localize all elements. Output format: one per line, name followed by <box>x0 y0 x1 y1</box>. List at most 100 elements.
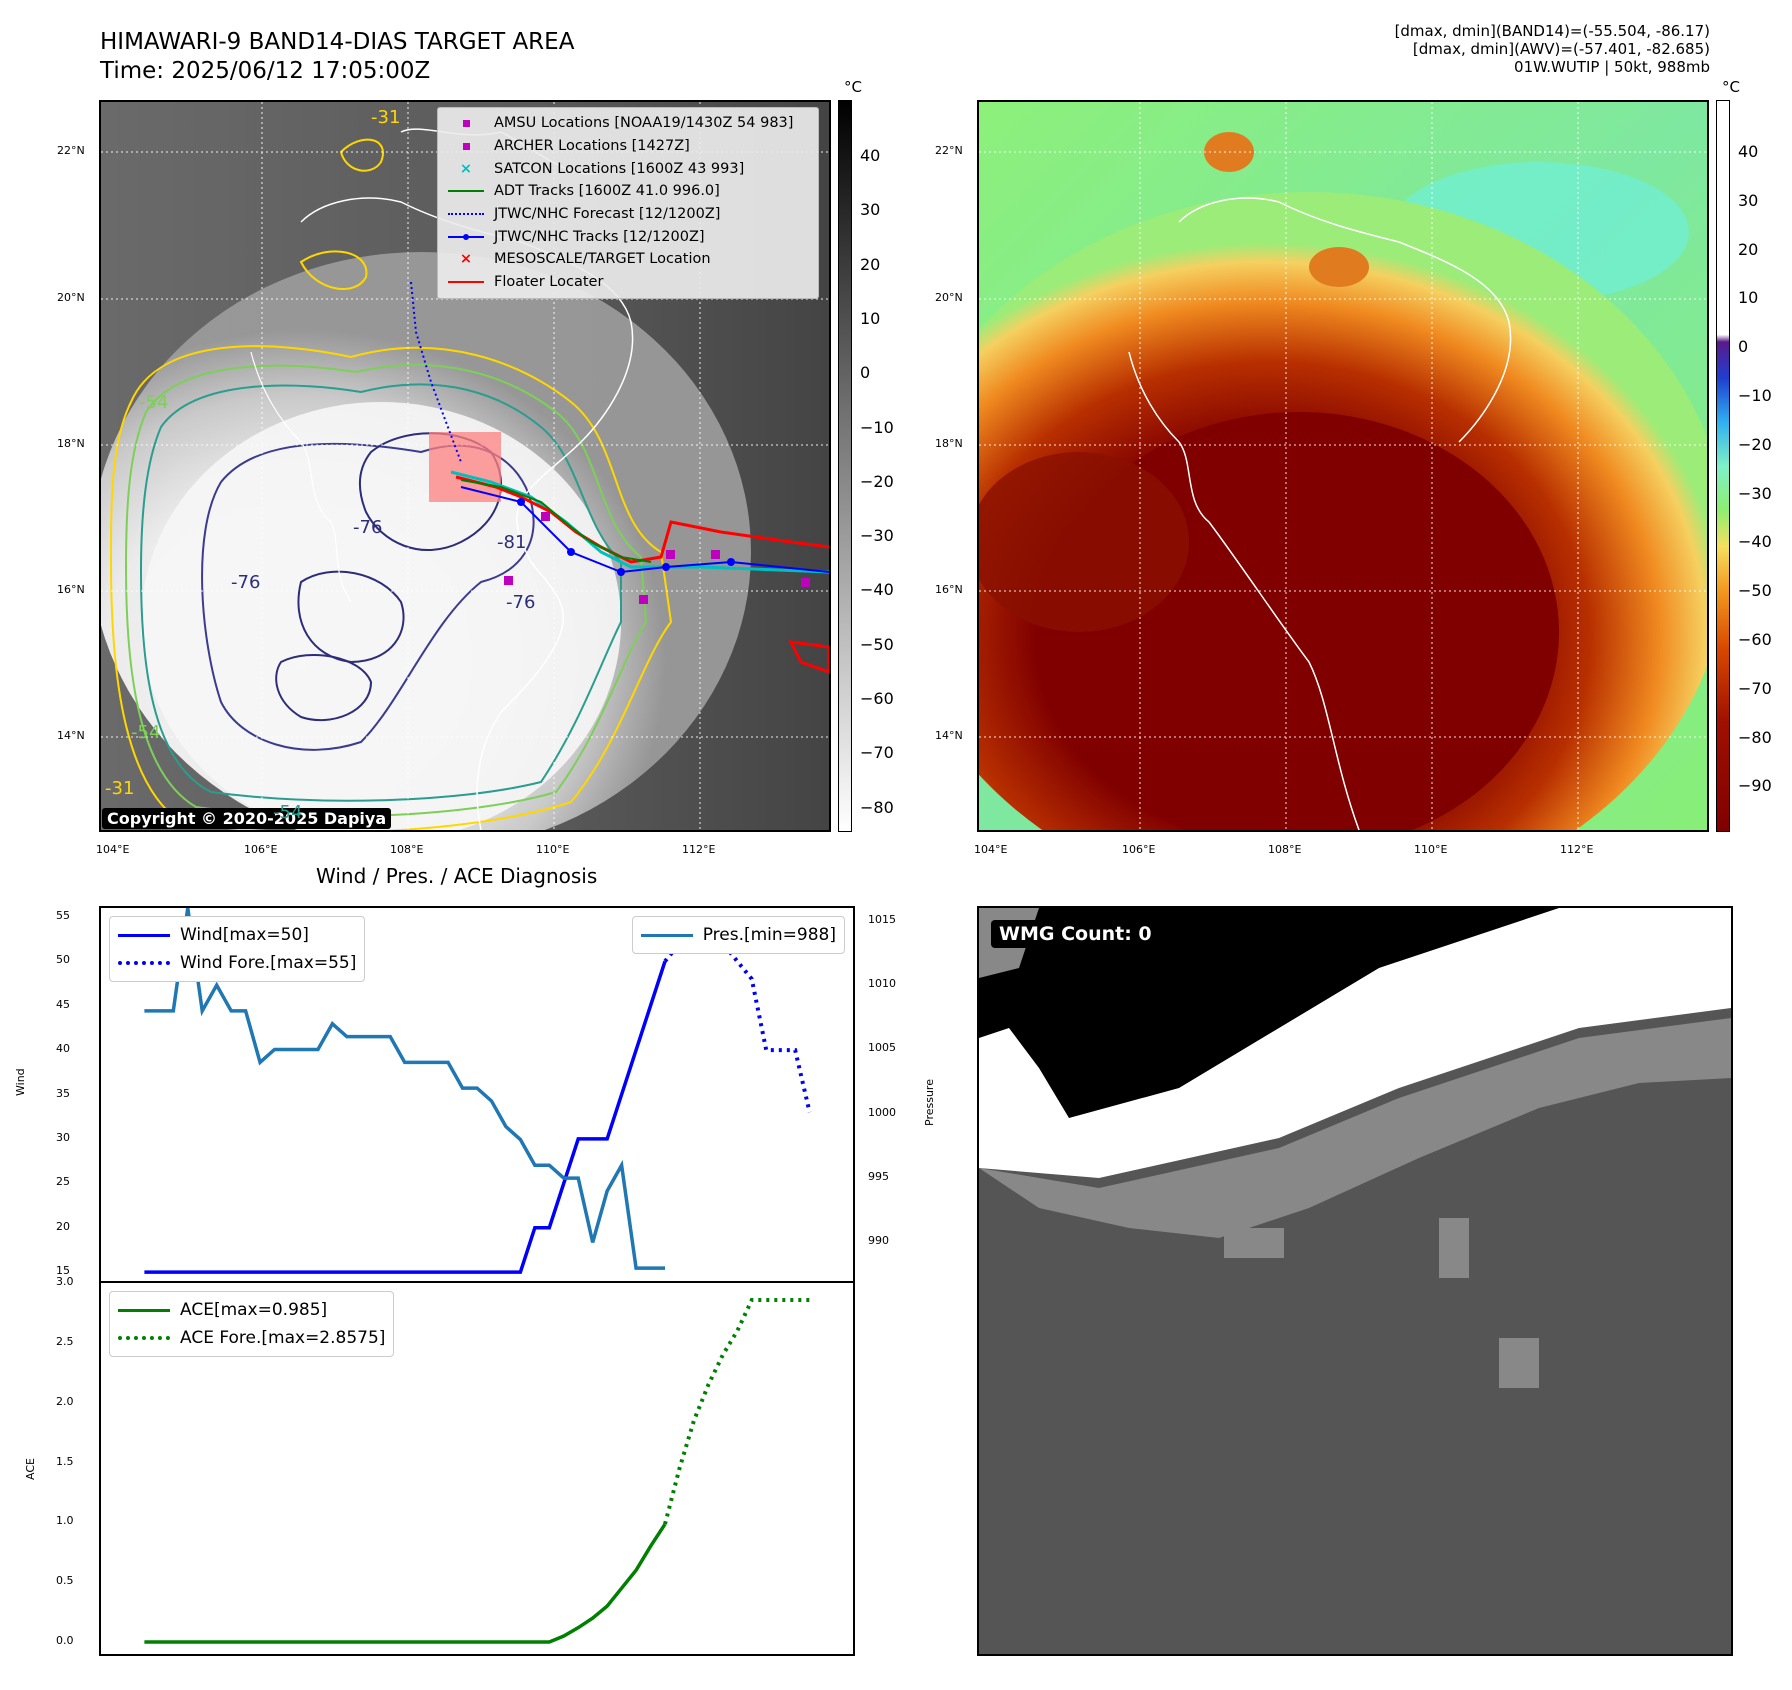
colorbar-tick: 20 <box>860 254 881 274</box>
wmg-count-label: WMG Count: 0 <box>991 920 1160 948</box>
lat-tick: 18°N <box>57 437 85 450</box>
wind-y-tick: 50 <box>56 953 70 967</box>
ace-y-tick: 2.0 <box>56 1394 74 1408</box>
ace-y-tick: 1.5 <box>56 1454 74 1468</box>
lat-tick: 22°N <box>57 144 85 157</box>
colorbar-tick: 30 <box>1738 190 1759 210</box>
legend-row-target: × MESOSCALE/TARGET Location <box>459 251 711 268</box>
ace-y-tick: 1.0 <box>56 1514 74 1528</box>
wind-y-tick: 45 <box>56 997 70 1011</box>
colorbar-tick: 0 <box>860 363 871 383</box>
storm-info: [dmax, dmin](BAND14)=(-55.504, -86.17) [… <box>1395 22 1710 76</box>
legend-label: Wind[max=50] <box>180 925 309 945</box>
title-line-1: HIMAWARI-9 BAND14-DIAS TARGET AREA <box>100 29 575 55</box>
lon-tick: 110°E <box>536 843 570 856</box>
colorbar-tick: 40 <box>860 146 881 165</box>
legend-label: JTWC/NHC Tracks [12/1200Z] <box>494 228 705 245</box>
legend-row-wind-forecast: Wind Fore.[max=55] <box>118 949 356 977</box>
colorbar-tick: 0 <box>1738 337 1749 357</box>
contour-label: -76 <box>231 572 261 593</box>
wind-y-tick: 40 <box>56 1042 70 1056</box>
legend-row-floater: Floater Locater <box>446 271 810 294</box>
colorbar-tick: 40 <box>1738 142 1759 161</box>
colorbar-tick: −70 <box>1738 678 1772 698</box>
wind-y-tick: 35 <box>56 1086 70 1100</box>
legend-row-ace: ACE[max=0.985] <box>118 1296 385 1324</box>
colorbar-tick: 20 <box>1738 239 1759 259</box>
contour-label: -31 <box>105 778 135 799</box>
colorbar-tick: −50 <box>860 634 894 654</box>
colorbar-tick: −80 <box>1738 727 1772 747</box>
legend-row-adt: ADT Tracks [1600Z 41.0 996.0] <box>446 180 810 203</box>
pressure-y-tick: 1000 <box>868 1105 896 1119</box>
colorbar-tick: 10 <box>1738 288 1759 308</box>
ace-y-tick: 2.5 <box>56 1334 74 1348</box>
ir-colorbar-unit: °C <box>844 78 862 96</box>
colorbar-tick: −70 <box>860 743 894 763</box>
pressure-y-tick: 995 <box>868 1170 889 1184</box>
wmg-image <box>979 908 1731 1654</box>
contour-label: -76 <box>506 592 536 613</box>
target-box <box>429 432 501 502</box>
ace-panel: ACE[max=0.985] ACE Fore.[max=2.8575] <box>99 1281 855 1656</box>
figure-title: HIMAWARI-9 BAND14-DIAS TARGET AREA Time:… <box>100 28 574 86</box>
colorbar-tick: −50 <box>1738 581 1772 601</box>
legend-row-pressure: Pres.[min=988] <box>640 921 836 949</box>
pressure-series-line <box>144 908 665 1270</box>
awv-colorbar-unit: °C <box>1722 78 1740 96</box>
colorbar-tick: −10 <box>1738 386 1772 405</box>
wind-y-tick: 15 <box>56 1264 70 1278</box>
awv-colorbar <box>1716 100 1730 832</box>
wind-y-tick: 20 <box>56 1219 70 1233</box>
contour-label: -54 <box>131 722 161 743</box>
info-line-2: [dmax, dmin](AWV)=(-57.401, -82.685) <box>1412 40 1710 58</box>
pressure-y-tick: 990 <box>868 1234 889 1248</box>
pressure-y-tick: 1005 <box>868 1041 896 1055</box>
wind-pressure-plot <box>144 908 812 1274</box>
colorbar-tick: −80 <box>860 797 894 817</box>
wind-y-tick: 25 <box>56 1175 70 1189</box>
pressure-axis-label: Pressure <box>923 1079 936 1126</box>
colorbar-tick: −30 <box>1738 483 1772 503</box>
legend-label: Floater Locater <box>494 274 604 291</box>
diagnosis-title: Wind / Pres. / ACE Diagnosis <box>316 864 598 888</box>
ace-forecast-line <box>663 1298 810 1525</box>
colorbar-tick: −40 <box>1738 532 1772 552</box>
contour-label: -54 <box>139 392 169 413</box>
ace-legend: ACE[max=0.985] ACE Fore.[max=2.8575] <box>109 1291 395 1357</box>
legend-row-ace-forecast: ACE Fore.[max=2.8575] <box>118 1324 385 1352</box>
wind-axis-label: Wind <box>14 1068 27 1096</box>
lat-tick: 16°N <box>935 583 963 596</box>
legend-row-tracks: JTWC/NHC Tracks [12/1200Z] <box>446 225 810 248</box>
legend-label: ADT Tracks [1600Z 41.0 996.0] <box>494 183 720 200</box>
wind-series-line <box>144 960 667 1274</box>
wind-pressure-panel: Wind[max=50] Wind Fore.[max=55] Pres.[mi… <box>99 906 855 1283</box>
colorbar-tick: −20 <box>860 471 894 491</box>
wind-y-tick: 30 <box>56 1130 70 1144</box>
legend-row-archer: ARCHER Locations [1427Z] <box>446 135 810 158</box>
legend-row-satcon: × SATCON Locations [1600Z 43 993] <box>459 160 745 177</box>
legend-label: ACE[max=0.985] <box>180 1300 328 1320</box>
legend-label: SATCON Locations [1600Z 43 993] <box>494 160 745 177</box>
legend-label: ARCHER Locations [1427Z] <box>494 138 690 155</box>
ace-y-tick: 3.0 <box>56 1275 74 1288</box>
colorbar-tick: −30 <box>860 526 894 546</box>
colorbar-tick: −60 <box>860 689 894 708</box>
ace-plot <box>144 1298 810 1644</box>
ir-map-legend: AMSU Locations [NOAA19/1430Z 54 983] ARC… <box>437 107 819 299</box>
awv-map-image <box>979 102 1707 830</box>
lon-tick: 104°E <box>974 843 1008 856</box>
lat-tick: 22°N <box>935 144 963 157</box>
lat-tick: 18°N <box>935 437 963 450</box>
ace-y-tick: 0.5 <box>56 1574 74 1588</box>
pressure-y-tick: 1010 <box>868 977 896 991</box>
legend-row-forecast: JTWC/NHC Forecast [12/1200Z] <box>446 203 810 226</box>
ir-map-panel: AMSU Locations [NOAA19/1430Z 54 983] ARC… <box>99 100 831 832</box>
lat-tick: 16°N <box>57 583 85 596</box>
legend-row-amsu: AMSU Locations [NOAA19/1430Z 54 983] <box>446 112 810 135</box>
colorbar-tick: −10 <box>860 417 894 437</box>
lon-tick: 106°E <box>1122 843 1156 856</box>
wmg-panel: WMG Count: 0 <box>977 906 1733 1656</box>
awv-map-panel <box>977 100 1709 832</box>
lon-tick: 104°E <box>96 843 130 856</box>
